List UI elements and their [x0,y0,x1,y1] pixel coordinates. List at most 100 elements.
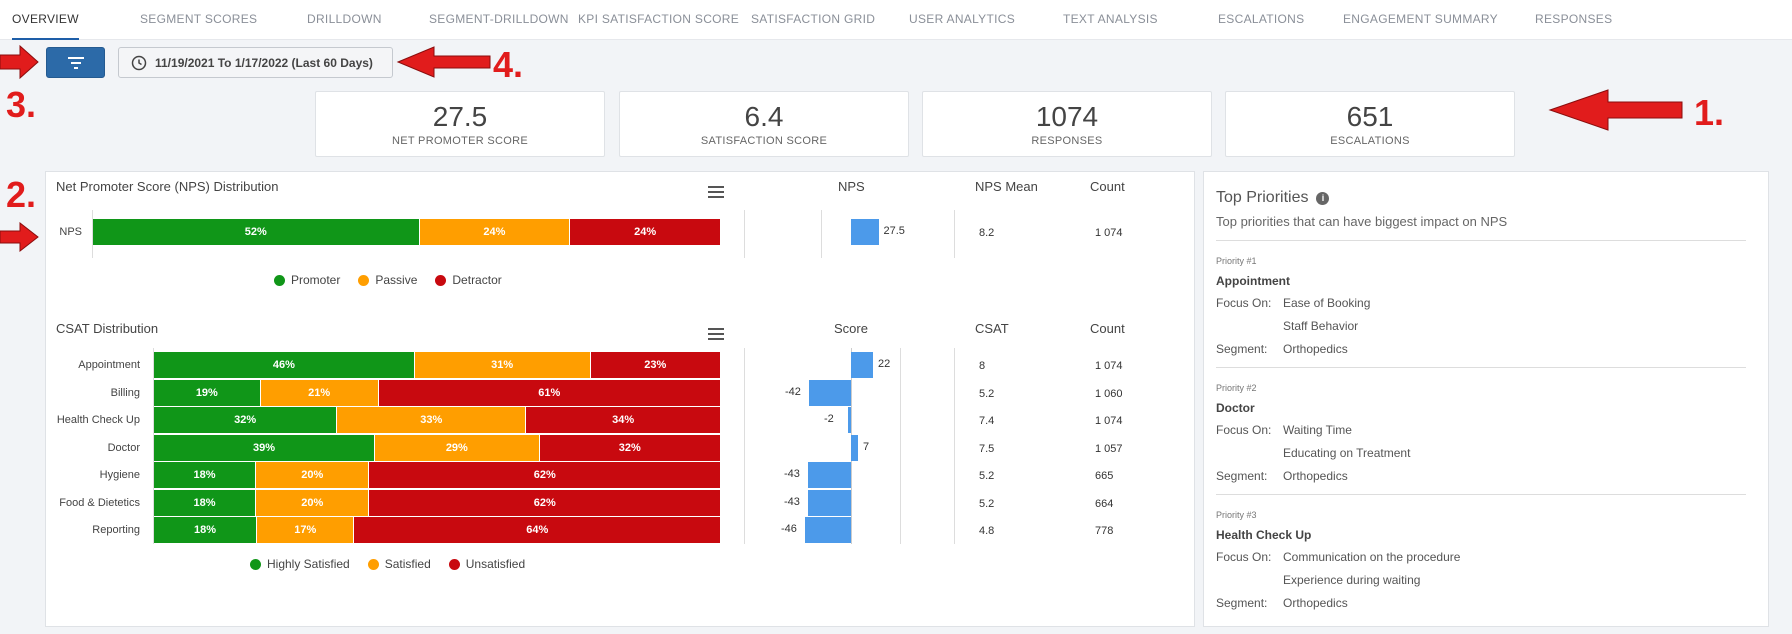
csat-value: 7.4 [979,415,995,427]
row-label: Reporting [92,524,140,536]
row-label: Hygiene [99,469,140,481]
csat-value: 5.2 [979,470,995,482]
csat-count-value: 1 057 [1095,442,1123,455]
legend-label: Promoter [291,273,341,287]
kpi-label: SATISFACTION SCORE [700,135,828,147]
csat-score-bar [808,489,851,516]
focus-label: Focus On: [1216,550,1272,564]
csat-segment-u: 23% [590,352,721,378]
csat-score-label: -46 [781,523,797,535]
csat-segment-s: 20% [256,462,370,488]
nps-mean-col-header: NPS Mean [975,179,1038,194]
segment-value: Orthopedics [1283,469,1348,483]
tab-user-analytics[interactable]: USER ANALYTICS [909,12,1016,26]
legend-item: Detractor [435,273,502,287]
csat-value: 5.2 [979,497,995,510]
annotation-arrow-4 [396,46,491,78]
csat-count-value: 1 074 [1095,415,1123,427]
kpi-label: ESCALATIONS [1330,135,1410,147]
focus-item: Communication on the procedure [1283,550,1461,564]
csat-segment-u: 61% [378,379,721,406]
csat-score-bar [851,434,858,461]
row-label: Billing [110,386,140,399]
csat-segment-hs: 18% [154,462,257,488]
csat-segment-hs: 18% [154,517,258,543]
csat-segment-u: 34% [526,407,721,433]
priority-name: Appointment [1216,274,1290,288]
csat-score-label: 22 [878,358,891,370]
grid-line [744,348,745,544]
tab-drilldown[interactable]: DRILLDOWN [307,12,382,26]
priority-number: Priority #3 [1216,510,1257,520]
tab-satisfaction-grid[interactable]: SATISFACTION GRID [751,12,876,26]
segment-value: Orthopedics [1283,596,1348,610]
tab-text-analysis[interactable]: TEXT ANALYSIS [1063,12,1158,26]
kpi-card-responses: 1074 RESPONSES [922,91,1212,157]
csat-segment-hs: 39% [154,434,376,461]
tab-segment-scores[interactable]: SEGMENT SCORES [140,12,258,26]
row-label: Health Check Up [56,414,140,426]
clock-icon [131,55,147,70]
annotation-arrow-1 [1548,89,1683,131]
tab-responses[interactable]: RESPONSES [1535,12,1613,26]
csat-menu-icon[interactable] [708,328,724,340]
legend-item: Highly Satisfied [250,557,350,571]
date-range-button[interactable]: 11/19/2021 To 1/17/2022 (Last 60 Days) [118,47,393,78]
kpi-card-escalations: 651 ESCALATIONS [1225,91,1515,157]
csat-count-value: 665 [1095,470,1114,482]
info-icon[interactable]: i [1316,191,1330,205]
top-priorities-subtitle: Top priorities that can have biggest imp… [1216,214,1508,229]
kpi-label: RESPONSES [1031,135,1103,147]
csat-score-col-header: Score [834,321,868,336]
csat-score-label: -43 [784,495,800,508]
nps-col-header: NPS [838,179,865,194]
top-priorities-title-text: Top Priorities [1216,189,1309,206]
priority-number: Priority #2 [1216,383,1257,393]
annotation-arrow-3 [0,44,39,80]
nps-legend: Promoter Passive Detractor [274,273,520,287]
annotation-2: 2. [6,174,37,215]
focus-item: Experience during waiting [1283,573,1421,587]
focus-item: Educating on Treatment [1283,446,1411,460]
tab-engagement-summary[interactable]: ENGAGEMENT SUMMARY [1343,12,1498,26]
kpi-value: 27.5 [432,101,488,132]
csat-segment-u: 62% [369,489,721,516]
csat-count-value: 778 [1095,525,1114,537]
focus-item: Waiting Time [1283,423,1352,437]
csat-count-value: 664 [1095,497,1114,510]
row-label: Appointment [78,359,140,371]
divider [1216,240,1746,241]
kpi-value: 1074 [1035,101,1099,132]
grid-line [744,210,745,258]
grid-line [954,348,955,544]
csat-segment-s: 29% [375,434,540,461]
tab-kpi-satisfaction-score[interactable]: KPI SATISFACTION SCORE [578,12,740,26]
csat-segment-hs: 19% [154,379,261,406]
legend-label: Detractor [452,273,502,287]
kpi-label: NET PROMOTER SCORE [392,135,528,147]
annotation-1: 1. [1694,92,1725,133]
tab-bar: OVERVIEW SEGMENT SCORES DRILLDOWN SEGMEN… [0,0,1792,40]
csat-value: 4.8 [979,525,995,537]
row-label: Doctor [107,441,140,454]
csat-count-value: 1 060 [1095,387,1123,400]
csat-score-bar [808,462,851,488]
csat-value: 5.2 [979,387,995,400]
csat-legend: Highly Satisfied Satisfied Unsatisfied [250,557,543,571]
axis-line [92,210,93,258]
csat-value: 7.5 [979,442,995,455]
csat-segment-hs: 32% [154,407,338,433]
nps-menu-icon[interactable] [708,186,724,198]
csat-col-header: CSAT [975,321,1009,336]
top-priorities-panel: Top Priorities i Top priorities that can… [1203,171,1769,627]
tab-overview[interactable]: OVERVIEW [12,0,79,40]
focus-label: Focus On: [1216,296,1272,310]
priority-name: Doctor [1216,401,1255,415]
filter-button[interactable] [46,47,105,78]
csat-segment-hs: 46% [154,352,415,378]
tab-escalations[interactable]: ESCALATIONS [1218,12,1305,26]
nps-chart-title: Net Promoter Score (NPS) Distribution [56,179,279,194]
divider [1216,494,1746,495]
tab-segment-drilldown[interactable]: SEGMENT-DRILLDOWN [429,12,569,26]
top-priorities-title: Top Priorities i [1216,189,1330,207]
